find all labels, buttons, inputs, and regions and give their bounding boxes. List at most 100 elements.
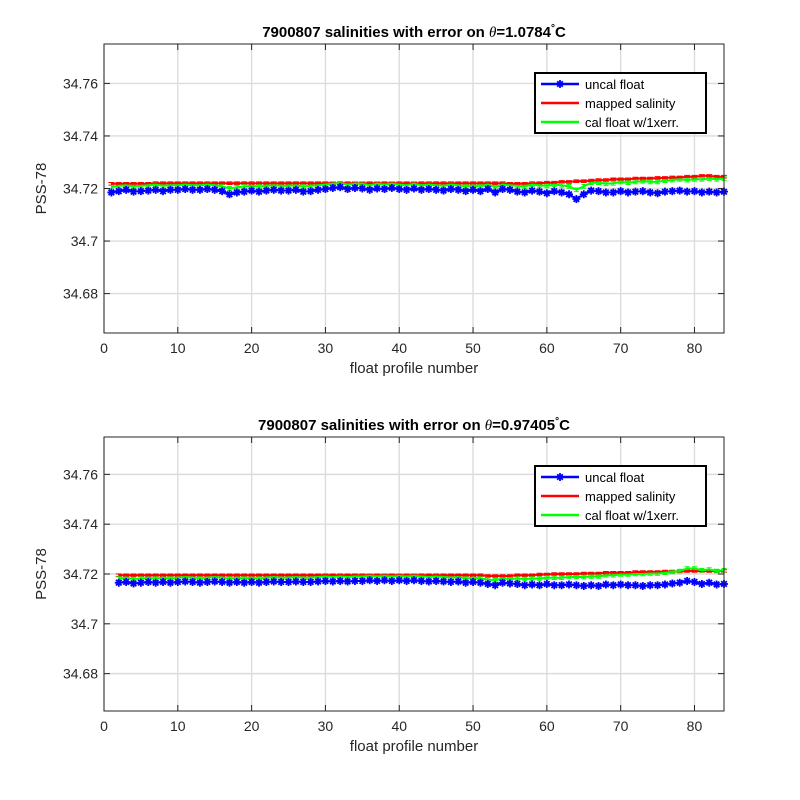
- data-point: [343, 577, 352, 586]
- data-point: [505, 579, 514, 588]
- x-tick-label: 30: [318, 340, 334, 356]
- data-point: [660, 187, 669, 196]
- data-point: [439, 577, 448, 586]
- data-point: [579, 190, 588, 199]
- data-point: [114, 187, 123, 196]
- data-point: [122, 185, 131, 194]
- y-tick-label: 34.72: [63, 181, 98, 197]
- title-value: =1.0784: [496, 24, 551, 41]
- data-point: [306, 187, 315, 196]
- x-tick-label: 30: [318, 718, 334, 734]
- data-point: [461, 578, 470, 587]
- data-point: [181, 577, 190, 586]
- data-point: [491, 581, 500, 590]
- data-point: [299, 187, 308, 196]
- chart-title: 7900807 salinities with error on θ=0.974…: [258, 416, 570, 434]
- data-point: [299, 577, 308, 586]
- title-unit: C: [559, 417, 570, 434]
- data-point: [136, 187, 145, 196]
- y-axis-label: PSS-78: [33, 548, 50, 600]
- x-tick-label: 70: [613, 718, 629, 734]
- data-point: [277, 186, 286, 195]
- data-point: [498, 185, 507, 194]
- data-point: [410, 184, 418, 193]
- data-point: [520, 581, 529, 590]
- data-point: [218, 577, 227, 586]
- data-point: [565, 190, 573, 199]
- data-point: [697, 579, 706, 588]
- data-point: [358, 184, 367, 193]
- data-point: [579, 581, 588, 590]
- x-tick-label: 70: [613, 340, 629, 356]
- data-point: [166, 185, 175, 194]
- data-point: [705, 578, 714, 587]
- data-point: [587, 186, 596, 195]
- title-degree: °: [551, 23, 555, 34]
- data-point: [609, 581, 618, 590]
- data-point: [528, 580, 537, 589]
- data-point: [653, 189, 662, 198]
- y-tick-label: 34.7: [71, 616, 98, 632]
- data-point: [646, 188, 655, 197]
- data-point: [247, 186, 256, 195]
- data-point: [380, 185, 389, 194]
- data-point: [542, 189, 551, 198]
- y-axis-label: PSS-78: [33, 163, 50, 215]
- data-point: [144, 186, 153, 195]
- data-point: [424, 185, 433, 194]
- title-theta: θ: [485, 418, 493, 434]
- cal-float-line: [118, 567, 725, 582]
- data-point: [159, 577, 168, 586]
- data-point: [188, 577, 197, 586]
- data-point: [439, 186, 448, 195]
- mapped-salinity-line: [111, 174, 724, 185]
- data-point: [232, 188, 241, 197]
- data-point: [572, 581, 581, 590]
- data-point: [328, 183, 337, 192]
- data-point: [476, 578, 485, 587]
- title-degree: °: [555, 416, 559, 427]
- y-tick-label: 34.7: [71, 233, 98, 249]
- x-tick-label: 10: [170, 718, 186, 734]
- data-point: [469, 185, 478, 194]
- data-point: [151, 578, 160, 587]
- data-point: [624, 581, 633, 590]
- y-tick-label: 34.76: [63, 466, 98, 482]
- data-point: [291, 185, 300, 194]
- data-point: [616, 187, 625, 196]
- data-point: [535, 187, 544, 196]
- data-point: [321, 185, 330, 194]
- data-point: [395, 576, 404, 585]
- data-point: [712, 580, 721, 589]
- data-point: [683, 576, 692, 585]
- data-point: [675, 186, 684, 195]
- y-tick-label: 34.74: [63, 516, 98, 532]
- data-point: [247, 577, 256, 586]
- data-point: [557, 188, 566, 197]
- x-tick-label: 10: [170, 340, 186, 356]
- data-point: [373, 184, 382, 193]
- data-point: [195, 578, 204, 587]
- mapped-salinity-line: [118, 570, 724, 577]
- data-point: [550, 187, 559, 196]
- data-point: [262, 577, 271, 586]
- data-point: [373, 576, 382, 585]
- data-point: [365, 576, 374, 585]
- title-value: =0.97405: [492, 417, 555, 434]
- data-point: [483, 185, 492, 194]
- data-point: [631, 581, 640, 590]
- data-point: [365, 185, 374, 194]
- data-point: [255, 187, 263, 196]
- data-point: [483, 579, 492, 588]
- data-point: [240, 578, 249, 587]
- y-tick-label: 34.76: [63, 75, 98, 91]
- data-point: [432, 576, 441, 585]
- data-point: [166, 578, 175, 587]
- data-point: [638, 187, 647, 196]
- data-point: [225, 578, 234, 587]
- data-point: [565, 580, 573, 589]
- data-point: [461, 187, 470, 196]
- data-point: [269, 577, 278, 586]
- data-point: [210, 185, 219, 194]
- data-point: [668, 187, 677, 196]
